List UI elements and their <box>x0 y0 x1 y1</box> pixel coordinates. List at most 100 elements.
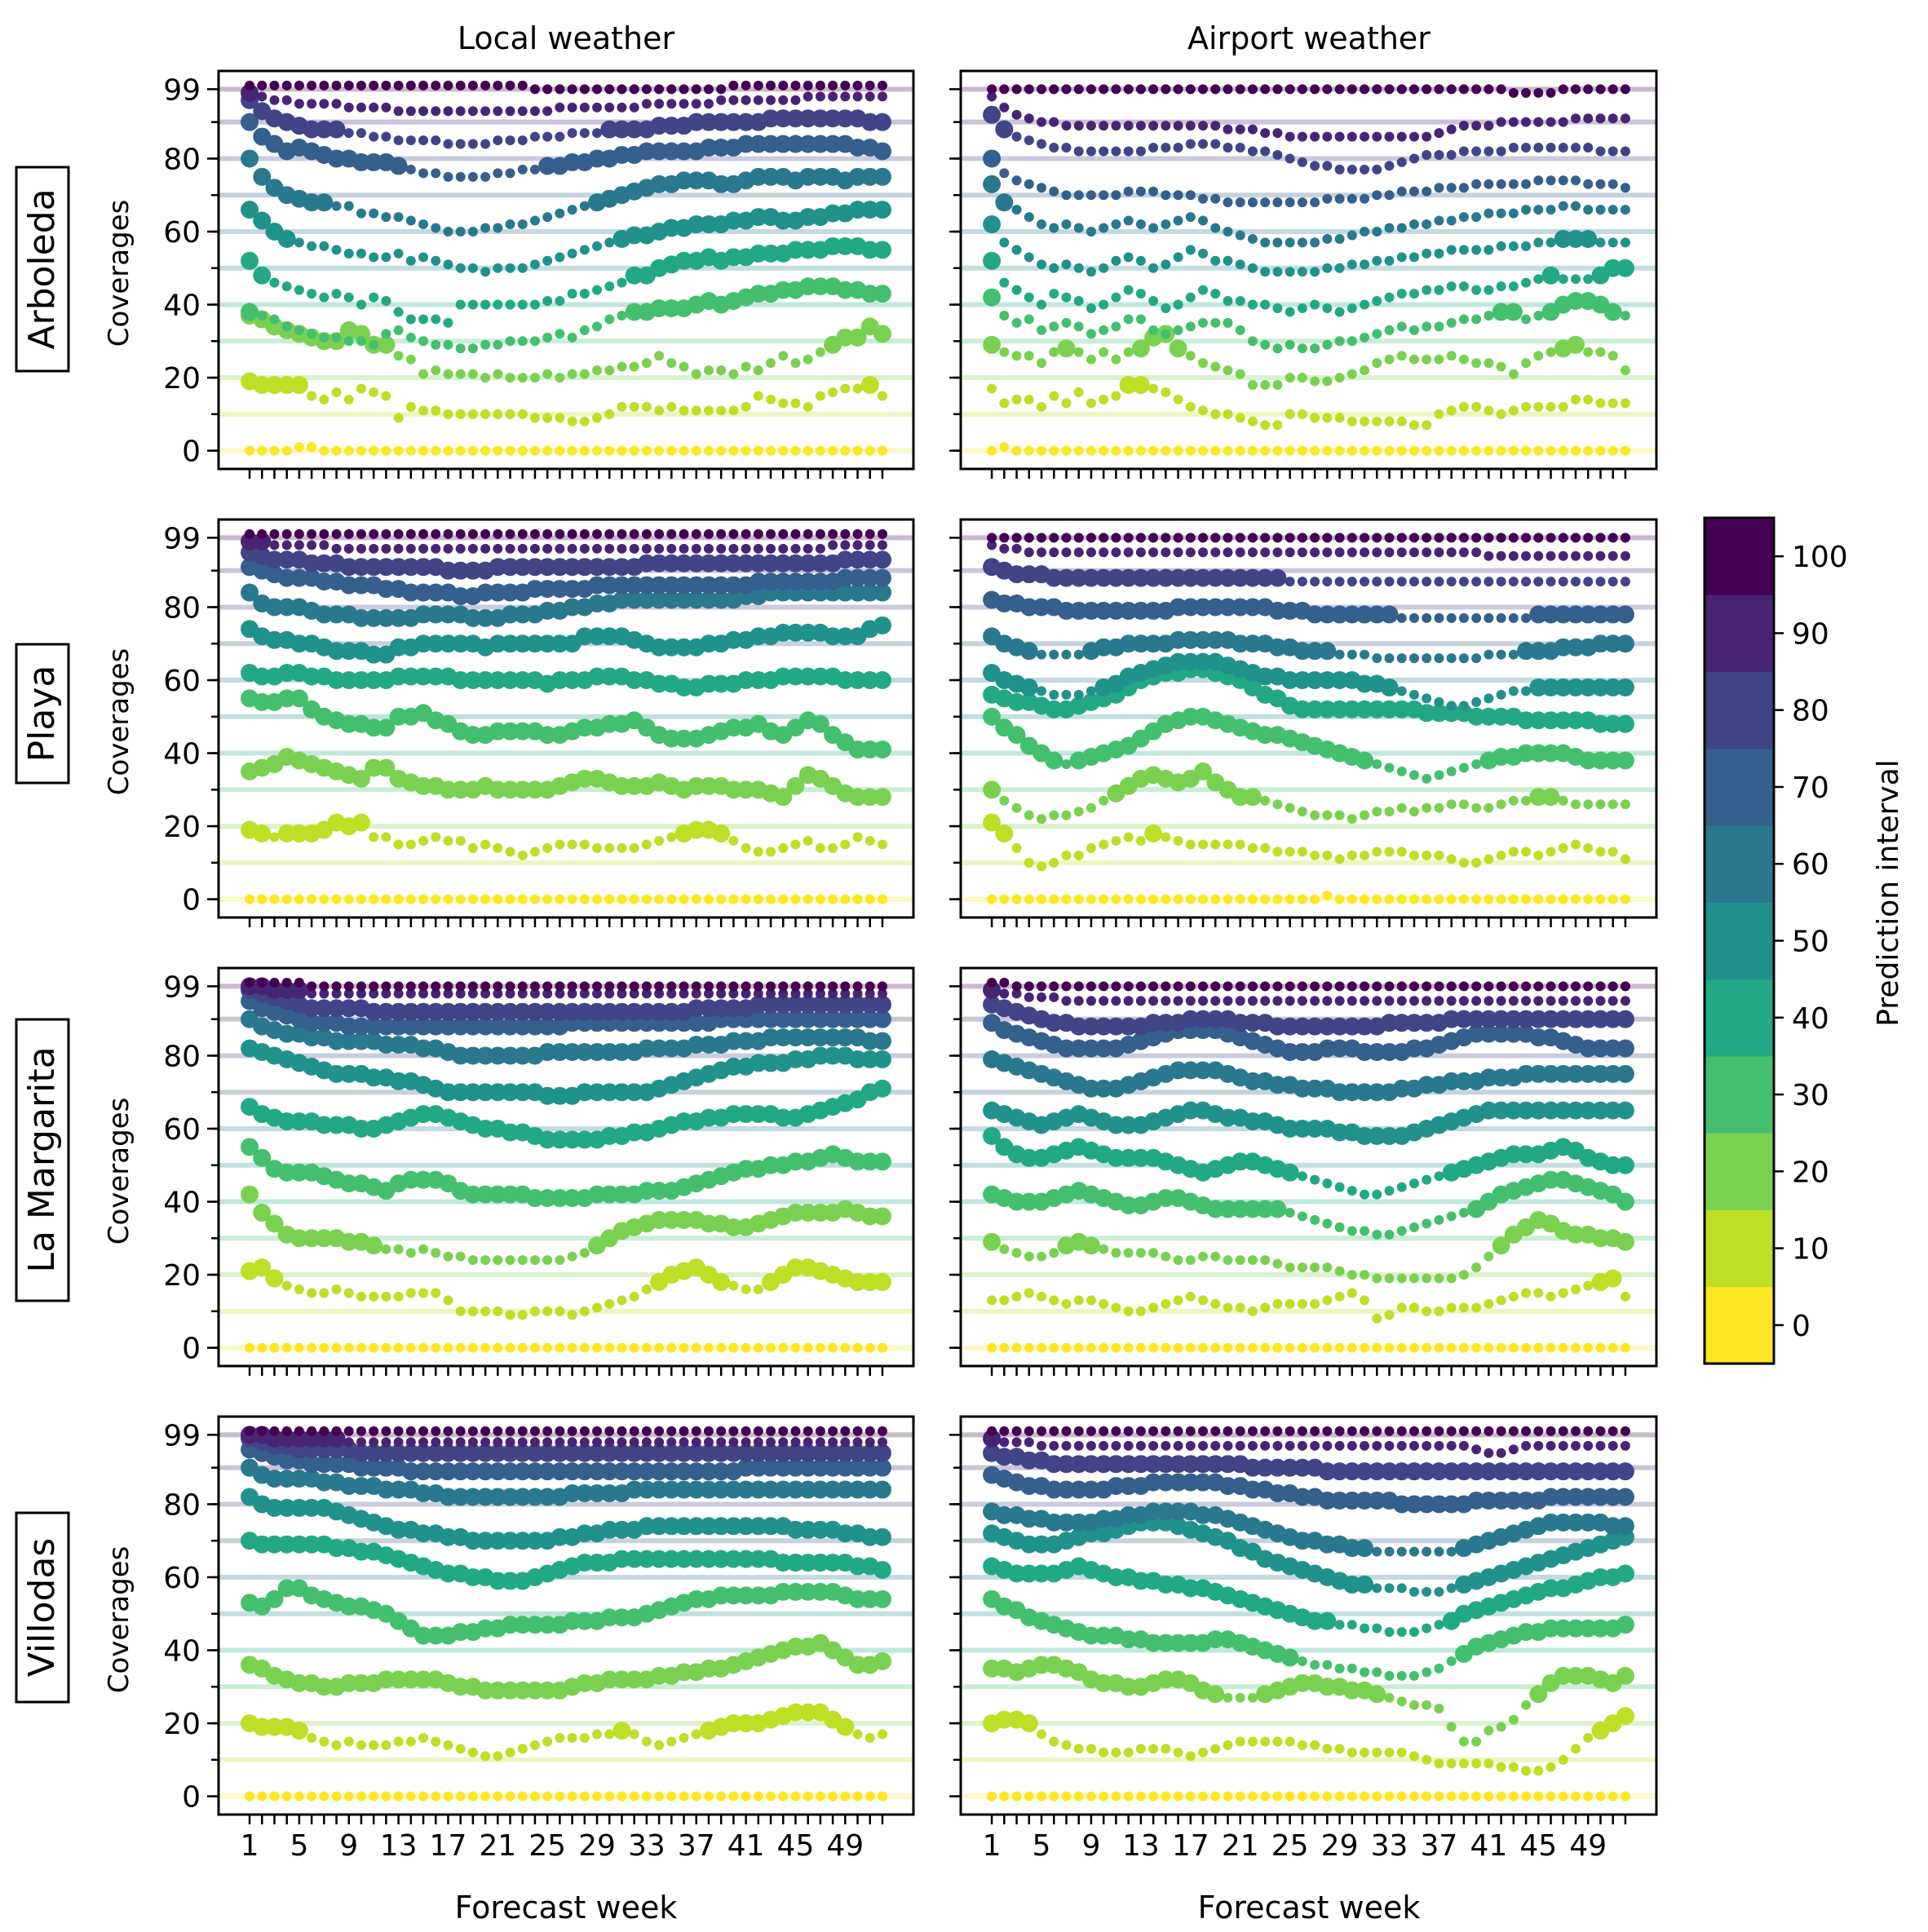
data-point <box>575 1002 594 1021</box>
data-point <box>1086 303 1096 314</box>
data-point <box>691 988 701 999</box>
x-tick-label: 45 <box>777 1829 815 1863</box>
data-point <box>1422 693 1432 704</box>
data-point <box>1011 131 1022 142</box>
data-point <box>579 245 590 255</box>
data-point <box>1144 1502 1163 1521</box>
data-point <box>427 605 445 624</box>
data-point <box>476 670 495 689</box>
data-point <box>852 1437 863 1448</box>
data-point <box>1396 186 1407 197</box>
data-point <box>687 1014 705 1032</box>
data-point <box>1484 84 1494 95</box>
data-point <box>1360 1295 1370 1306</box>
data-point <box>1285 894 1295 904</box>
row-label-playa: Playa <box>21 665 63 763</box>
data-point <box>443 1295 453 1306</box>
data-point <box>1533 351 1544 361</box>
data-point <box>1595 847 1606 857</box>
data-point <box>1446 547 1457 558</box>
data-point <box>1554 1010 1572 1028</box>
data-point <box>865 1426 875 1436</box>
data-point <box>431 1342 441 1353</box>
data-point <box>604 894 615 904</box>
data-point <box>1334 1620 1345 1630</box>
data-point <box>629 445 639 456</box>
data-point <box>1434 850 1444 860</box>
data-point <box>1616 1039 1634 1058</box>
data-point <box>1471 577 1482 587</box>
data-point <box>431 223 441 233</box>
data-point <box>343 894 354 904</box>
data-point <box>604 314 615 325</box>
data-point <box>824 1046 842 1065</box>
data-point <box>1185 996 1196 1006</box>
data-point <box>1049 1295 1059 1306</box>
data-point <box>1081 568 1100 587</box>
data-point <box>1310 981 1320 992</box>
data-point <box>1235 1302 1245 1313</box>
data-point <box>1484 285 1494 295</box>
data-point <box>1285 1342 1295 1353</box>
data-point <box>865 988 875 999</box>
data-point <box>1061 398 1072 409</box>
data-point <box>331 894 342 904</box>
data-point <box>1583 347 1594 357</box>
data-point <box>493 528 503 539</box>
data-point <box>1073 121 1084 131</box>
data-point <box>1384 1747 1395 1757</box>
data-point <box>489 1017 507 1036</box>
data-point <box>1484 649 1494 660</box>
data-point <box>774 554 793 573</box>
data-point <box>501 634 520 653</box>
data-point <box>786 667 805 686</box>
data-point <box>381 1791 391 1802</box>
data-point <box>1554 638 1572 657</box>
data-point <box>1011 894 1022 904</box>
data-point <box>1408 981 1419 992</box>
data-point <box>637 1462 656 1481</box>
data-point <box>1442 1072 1461 1090</box>
data-point <box>1330 1017 1349 1036</box>
data-point <box>1342 1083 1361 1102</box>
data-point <box>377 1002 396 1021</box>
data-point <box>1235 124 1245 135</box>
data-point <box>749 995 767 1014</box>
data-point <box>1583 1342 1594 1353</box>
data-point <box>455 80 466 91</box>
data-point <box>1384 416 1395 427</box>
data-point <box>513 1083 532 1102</box>
data-point <box>567 988 577 999</box>
data-point <box>319 894 329 904</box>
data-point <box>1310 996 1320 1006</box>
data-point <box>476 1119 495 1138</box>
data-point <box>1541 744 1560 763</box>
data-point <box>1272 84 1283 95</box>
data-point <box>294 237 304 248</box>
data-point <box>331 1740 342 1750</box>
data-point <box>877 80 887 91</box>
data-point <box>592 543 603 554</box>
data-point <box>1384 1229 1395 1240</box>
data-point <box>1533 550 1544 561</box>
data-point <box>1529 1685 1548 1704</box>
data-point <box>724 1714 743 1733</box>
data-point <box>343 1342 354 1353</box>
data-point <box>489 780 507 799</box>
data-point <box>443 894 453 904</box>
data-point <box>762 995 780 1014</box>
data-point <box>542 84 553 95</box>
data-point <box>1210 1251 1221 1262</box>
data-point <box>401 667 420 686</box>
data-point <box>405 1791 416 1802</box>
data-point <box>728 1426 739 1436</box>
data-point <box>1161 996 1171 1006</box>
data-point <box>674 1480 693 1499</box>
data-point <box>352 769 370 788</box>
data-point <box>253 376 272 395</box>
data-point <box>1094 1039 1113 1058</box>
data-point <box>798 135 817 153</box>
data-point <box>455 226 466 237</box>
data-point <box>703 988 714 999</box>
data-point <box>1119 568 1138 587</box>
